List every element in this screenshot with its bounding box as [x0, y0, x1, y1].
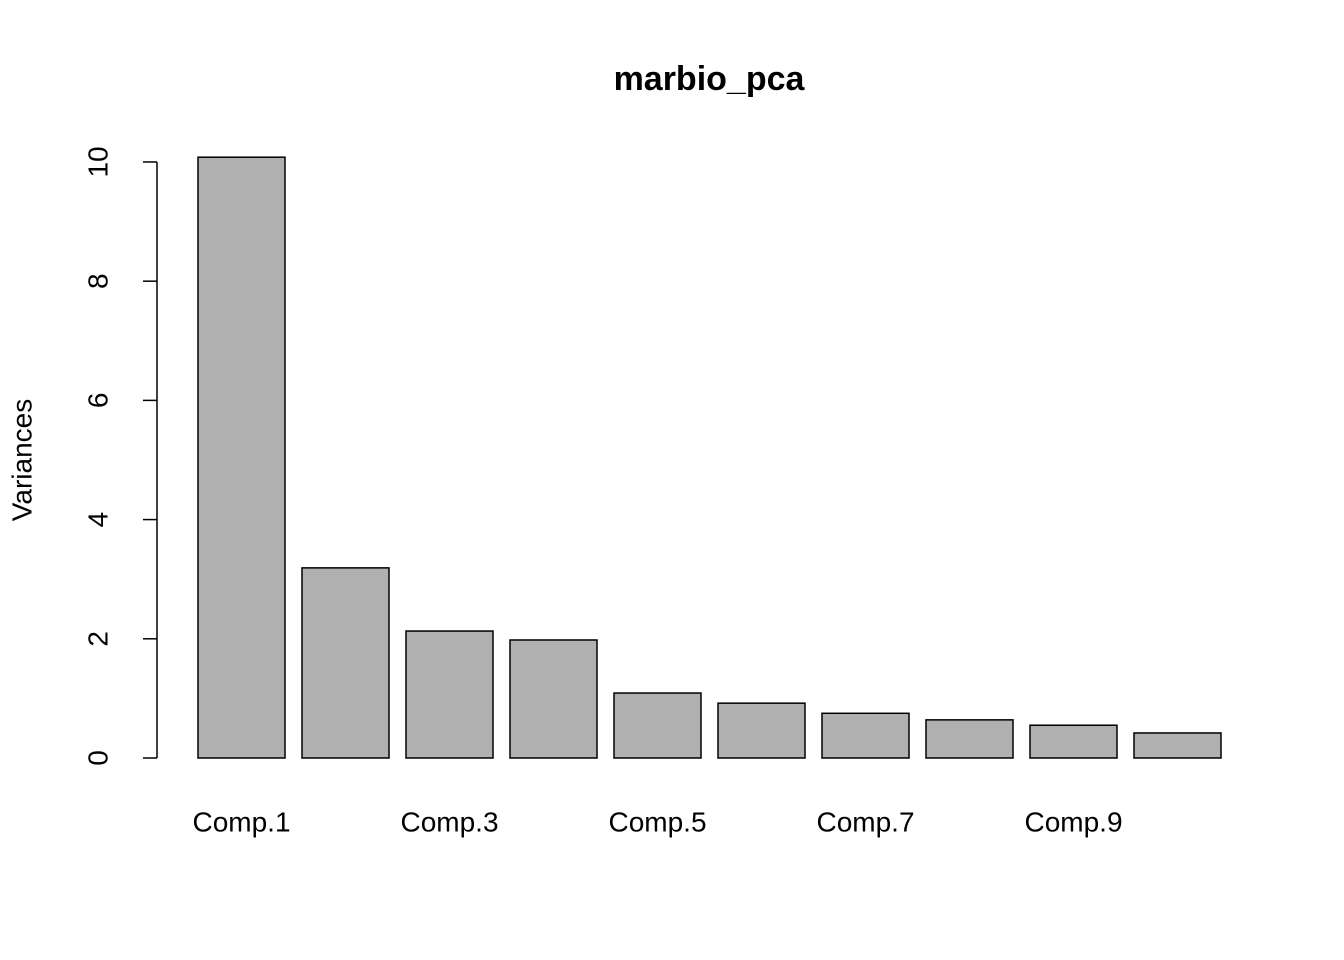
- bar: [1029, 724, 1118, 759]
- x-tick-label: Comp.1: [192, 806, 290, 837]
- bar: [197, 156, 286, 759]
- bar: [717, 702, 806, 759]
- y-tick-label: 10: [82, 146, 113, 177]
- chart-title: marbio_pca: [614, 60, 806, 98]
- y-tick-label: 4: [82, 512, 113, 528]
- bar: [301, 567, 390, 759]
- x-tick-label: Comp.3: [400, 806, 498, 837]
- x-tick-label: Comp.9: [1024, 806, 1122, 837]
- y-tick-label: 6: [82, 393, 113, 409]
- bar: [1133, 732, 1222, 759]
- y-axis-label: Variances: [6, 399, 37, 521]
- x-tick-label: Comp.5: [608, 806, 706, 837]
- bar: [925, 719, 1014, 759]
- y-tick-label: 2: [82, 631, 113, 647]
- bar: [405, 630, 494, 759]
- bar: [613, 692, 702, 759]
- bar: [509, 639, 598, 759]
- x-tick-label: Comp.7: [816, 806, 914, 837]
- bar: [821, 712, 910, 759]
- y-tick-label: 0: [82, 750, 113, 766]
- y-tick-label: 8: [82, 273, 113, 289]
